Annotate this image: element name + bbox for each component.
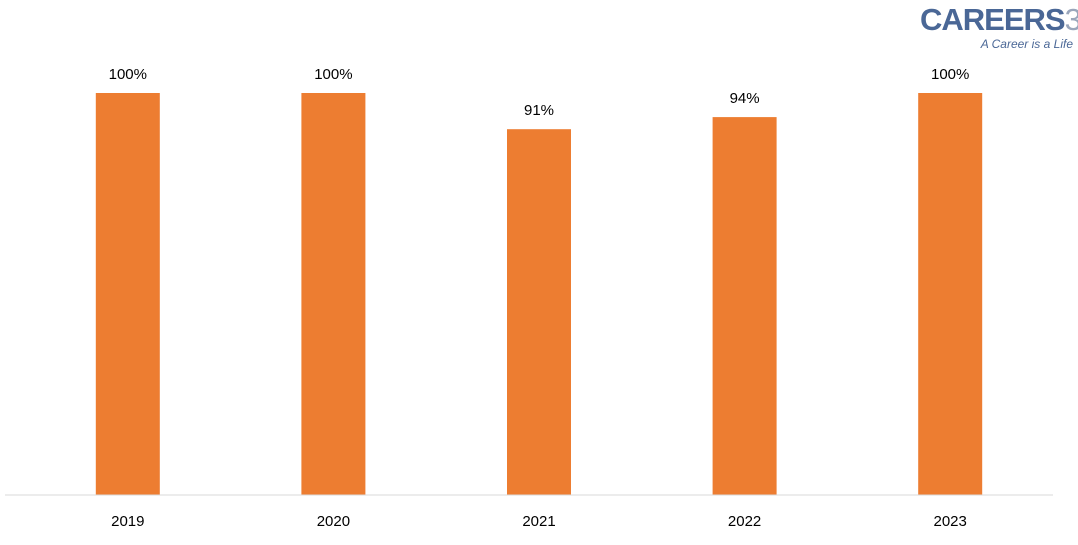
x-tick-label-2020: 2020 — [317, 513, 350, 530]
x-tick-label-2019: 2019 — [111, 513, 144, 530]
data-label-group: 100% 100% 91% 94% 100% — [109, 66, 970, 119]
data-label-2022: 94% — [730, 90, 760, 107]
bar-2023 — [918, 93, 983, 495]
bar-2022 — [712, 117, 777, 495]
logo-number-text: 360 — [1064, 2, 1078, 37]
bar-2019 — [95, 93, 160, 495]
logo-brand-text: CAREERS — [920, 2, 1066, 37]
careers360-logo: CAREERS360 A Career is a Life — [905, 2, 1078, 54]
data-label-2021: 91% — [524, 102, 554, 119]
data-label-2019: 100% — [109, 66, 147, 83]
bar-2021 — [507, 129, 571, 495]
data-label-2023: 100% — [931, 66, 969, 83]
x-tick-label-2023: 2023 — [934, 513, 967, 530]
logo-tagline: A Career is a Life — [980, 37, 1073, 51]
data-label-2020: 100% — [314, 66, 352, 83]
bar-group — [95, 93, 983, 495]
logo-wordmark: CAREERS360 — [920, 2, 1078, 38]
bar-2020 — [301, 93, 366, 495]
x-tick-label-2021: 2021 — [522, 513, 555, 530]
x-tick-label-group: 2019 2020 2021 2022 2023 — [111, 513, 967, 530]
x-tick-label-2022: 2022 — [728, 513, 761, 530]
